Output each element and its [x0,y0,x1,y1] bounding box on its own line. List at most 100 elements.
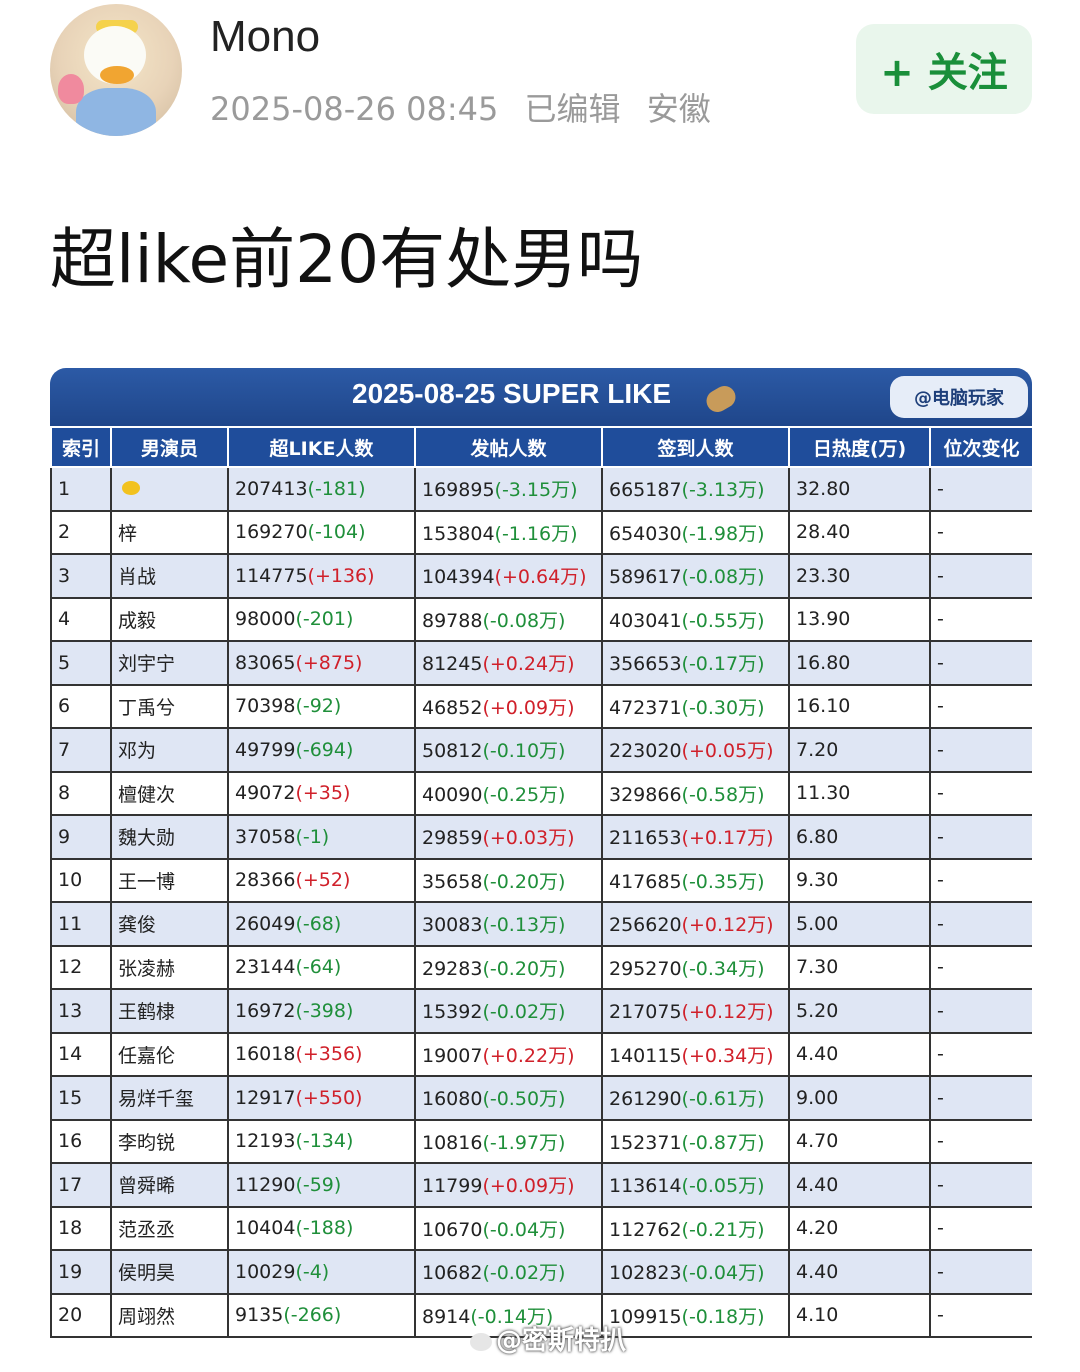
post-count-value: 30083 [422,914,483,937]
super-like-count-value: 16018 [235,1043,296,1066]
actor-name-text: 魏大勋 [118,827,176,850]
table-row: 10 王一博 28366(+52) 35658(-0.20万) 417685(-0.35… [50,857,1032,903]
actor-name: 邓为 [110,727,229,773]
super-like-count-value: 23144 [235,956,296,979]
checkin-count: 211653(+0.17万) [601,814,790,860]
checkin-count: 109915(-0.18万) [601,1292,790,1338]
rank-change: - [929,901,1032,947]
super-like-count-delta: (-134) [295,1130,354,1153]
rank-index: 12 [50,944,112,990]
rank-index: 17 [50,1162,112,1208]
follow-button[interactable]: + 关注 [856,24,1032,114]
watermark-text: @密斯特扒 [496,1326,627,1356]
table-row: 20 周翊然 9135(-266) 8914(-0.14万) 109915(-0.18万… [50,1292,1032,1338]
daily-heat: 32.80 [788,466,931,512]
super-like-count: 98000(-201) [227,596,416,642]
table-header-cell: 超LIKE人数 [227,426,416,468]
checkin-count-value: 403041 [609,609,682,632]
duck-bill-icon [100,66,134,84]
post-count-value: 16080 [422,1088,483,1111]
daily-heat: 11.30 [788,770,931,816]
daily-heat: 9.30 [788,857,931,903]
post-count: 46852(+0.09万) [414,683,603,729]
rank-index: 5 [50,640,112,686]
actor-name: 张凌赫 [110,944,229,990]
super-like-count-delta: (-104) [307,521,366,544]
post-count-value: 10816 [422,1131,483,1154]
super-like-count-delta: (-181) [307,477,366,500]
checkin-count-delta: (-0.34万) [681,957,765,980]
super-like-count-delta: (+136) [307,564,375,587]
rank-change: - [929,944,1032,990]
rank-index: 18 [50,1205,112,1251]
actor-name-text: 梓 [118,522,138,545]
actor-name: 曾舜晞 [110,1162,229,1208]
table-row: 15 易烊千玺 12917(+550) 16080(-0.50万) 261290(-0.… [50,1075,1032,1121]
checkin-count-delta: (-1.98万) [681,522,765,545]
post-count: 15392(-0.02万) [414,988,603,1034]
table-body: 1 207413(-181) 169895(-3.15万) 665187(-3.13万… [50,466,1032,1338]
rank-change: - [929,596,1032,642]
super-like-count-value: 16972 [235,999,296,1022]
super-like-count: 207413(-181) [227,466,416,512]
table-row: 2 梓 169270(-104) 153804(-1.16万) 654030(-1.98… [50,509,1032,555]
daily-heat: 23.30 [788,553,931,599]
rank-change: - [929,1118,1032,1164]
actor-name [110,466,229,512]
super-like-count-value: 70398 [235,695,296,718]
rank-change: - [929,1249,1032,1295]
checkin-count-value: 152371 [609,1131,682,1154]
super-like-count: 49072(+35) [227,770,416,816]
post-count-delta: (-0.08万) [482,609,566,632]
super-like-count-value: 9135 [235,1304,284,1327]
daily-heat: 9.00 [788,1075,931,1121]
super-like-count: 10404(-188) [227,1205,416,1251]
rank-change: - [929,509,1032,555]
rank-index: 1 [50,466,112,512]
table-row: 4 成毅 98000(-201) 89788(-0.08万) 403041(-0.55万… [50,596,1032,642]
checkin-count: 256620(+0.12万) [601,901,790,947]
actor-name-text: 刘宇宁 [118,653,176,676]
super-like-count: 83065(+875) [227,640,416,686]
actor-name: 梓 [110,509,229,555]
actor-name-text: 丁禹兮 [118,696,176,719]
super-like-count-value: 37058 [235,825,296,848]
super-like-count: 16972(-398) [227,988,416,1034]
username[interactable]: Mono [210,12,321,61]
actor-name: 任嘉伦 [110,1031,229,1077]
post-count: 169895(-3.15万) [414,466,603,512]
rank-index: 19 [50,1249,112,1295]
post-count-value: 35658 [422,870,483,893]
table-row: 19 侯明昊 10029(-4) 10682(-0.02万) 102823(-0.04万… [50,1249,1032,1295]
daily-heat: 16.10 [788,683,931,729]
rank-index: 13 [50,988,112,1034]
checkin-count: 295270(-0.34万) [601,944,790,990]
checkin-count-value: 295270 [609,957,682,980]
post-count: 30083(-0.13万) [414,901,603,947]
super-like-count-value: 114775 [235,564,308,587]
post-count-value: 29859 [422,827,483,850]
checkin-count-value: 113614 [609,1175,682,1198]
checkin-count-delta: (+0.12万) [681,1001,774,1024]
post-count-value: 40090 [422,783,483,806]
checkin-count-delta: (+0.12万) [681,914,774,937]
avatar[interactable] [50,4,182,136]
super-like-count-value: 28366 [235,869,296,892]
super-like-count: 49799(-694) [227,727,416,773]
super-like-count-value: 169270 [235,521,308,544]
checkin-count: 102823(-0.04万) [601,1249,790,1295]
actor-name-text: 范丞丞 [118,1218,176,1241]
post-count-delta: (-0.02万) [482,1262,566,1285]
actor-name: 刘宇宁 [110,640,229,686]
table-header-row: 索引 男演员 超LIKE人数 发帖人数 签到人数 日热度(万) 位次变化 [50,426,1032,468]
super-like-count: 70398(-92) [227,683,416,729]
checkin-count-value: 417685 [609,870,682,893]
daily-heat: 7.30 [788,944,931,990]
post-count-delta: (-0.04万) [482,1218,566,1241]
actor-name: 魏大勋 [110,814,229,860]
table-row: 14 任嘉伦 16018(+356) 19007(+0.22万) 140115(+0.3… [50,1031,1032,1077]
post-image[interactable]: 2025-08-25 SUPER LIKE @电脑玩家 索引 男演员 超LIKE人数… [50,368,1032,1340]
rank-change: - [929,1162,1032,1208]
checkin-count-delta: (-0.55万) [681,609,765,632]
table-header-cell: 签到人数 [601,426,790,468]
